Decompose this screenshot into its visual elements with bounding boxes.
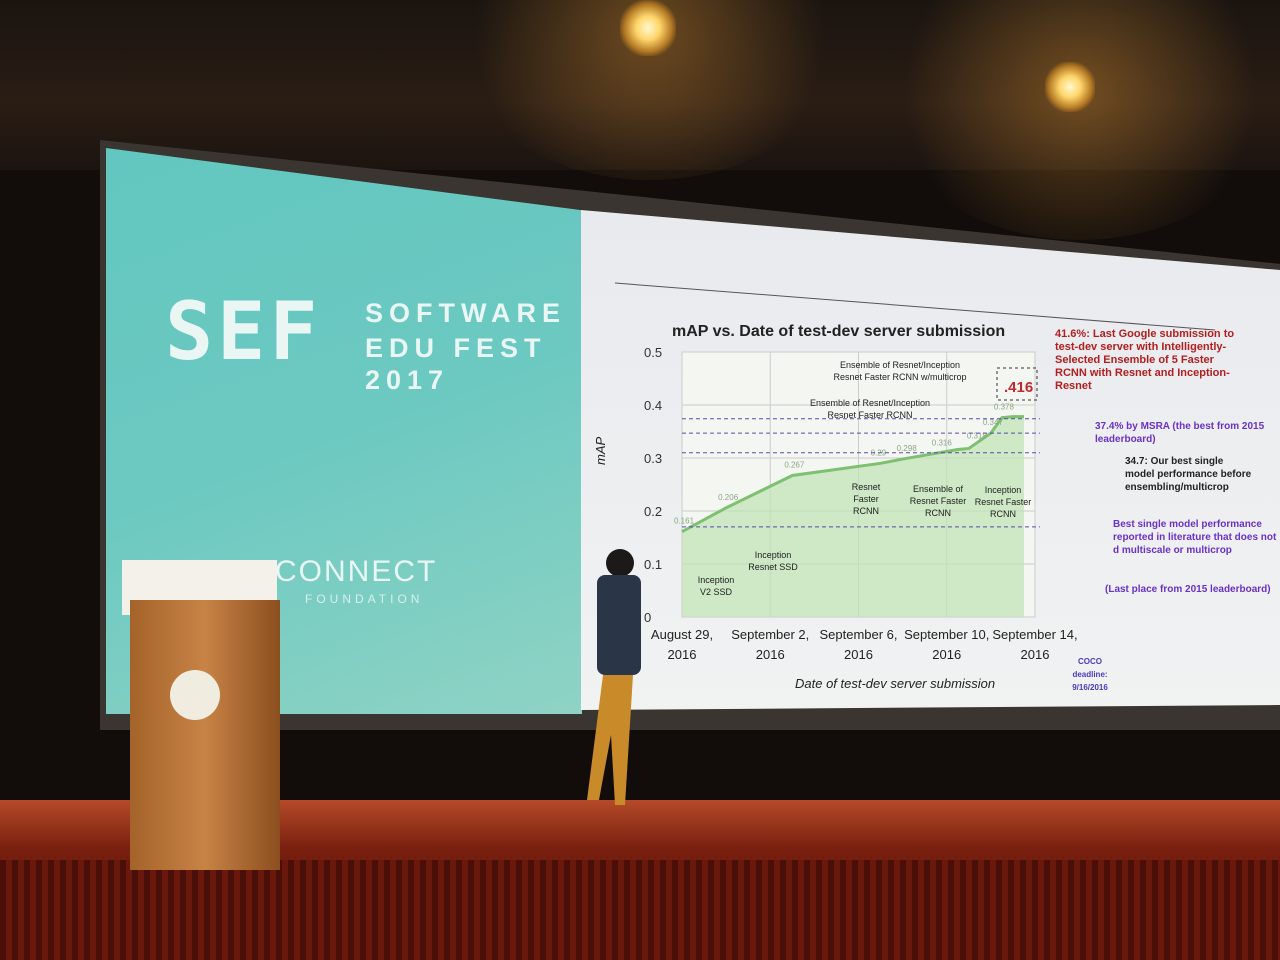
data-label: 0.267 [784, 460, 805, 469]
annotation: Inception Resnet Faster RCNN [975, 485, 1032, 519]
sponsor-logo: CONNECT [275, 555, 438, 588]
annotation-line: Resnet [852, 482, 881, 492]
annotation: Ensemble of Resnet Faster RCNN [910, 484, 967, 518]
stage-skirt [0, 860, 1280, 960]
coco-deadline: COCO deadline: 9/16/2016 [1072, 657, 1108, 692]
y-tick-label: 0.1 [644, 557, 662, 572]
annotation-line: Resnet Faster RCNN [827, 410, 912, 420]
highlight-box [996, 367, 1038, 401]
annotation: Ensemble of Resnet/Inception Resnet Faste… [810, 398, 930, 420]
x-tick-label: September 6, [819, 627, 897, 642]
y-axis-label: mAP [593, 437, 608, 466]
event-name-line: SOFTWARE [365, 298, 566, 328]
annotation: Inception V2 SSD [698, 575, 735, 597]
side-note: Best single model performance reported i… [1113, 519, 1277, 556]
data-label: 0.316 [932, 439, 953, 448]
y-tick-label: 0.5 [644, 345, 662, 360]
side-note: 34.7: Our best single model performance … [1125, 456, 1252, 493]
x-axis-label: Date of test-dev server submission [795, 676, 995, 691]
x-tick-label: 2016 [932, 647, 961, 662]
y-tick-label: 0 [644, 610, 651, 625]
stage-light [1045, 62, 1095, 112]
annotation-line: Resnet Faster [975, 497, 1032, 507]
data-label: 0.161 [674, 517, 695, 526]
x-tick-label: 2016 [756, 647, 785, 662]
annotation-line: Faster [853, 494, 879, 504]
chart-title: mAP vs. Date of test-dev server submissi… [672, 323, 1005, 340]
x-tick-label: September 10, [904, 627, 989, 642]
annotation-line: Ensemble of Resnet/Inception [840, 360, 960, 370]
annotation-line: Ensemble of [913, 484, 964, 494]
y-tick-label: 0.3 [644, 451, 662, 466]
x-tick-label: 2016 [668, 647, 697, 662]
side-note: (Last place from 2015 leaderboard) [1105, 584, 1271, 595]
sef-logo: SEF [165, 285, 322, 378]
speaker [587, 549, 641, 805]
side-note: 37.4% by MSRA (the best from 2015 leader… [1095, 421, 1265, 445]
annotation-line: V2 SSD [700, 587, 733, 597]
highlight-value: .416 [1004, 379, 1033, 396]
x-tick-label: September 2, [731, 627, 809, 642]
annotation-line: RCNN [925, 508, 951, 518]
event-name-line: EDU FEST [365, 333, 547, 363]
podium [130, 600, 280, 870]
data-label: 0.206 [718, 493, 739, 502]
data-label: 0.298 [897, 444, 918, 453]
annotation-line: Inception [755, 550, 792, 560]
light-glow [880, 0, 1280, 240]
x-tick-label: August 29, [651, 627, 713, 642]
annotation-line: Resnet Faster RCNN w/multicrop [833, 372, 966, 382]
x-tick-label: 2016 [1021, 647, 1050, 662]
data-label: 0.318 [967, 431, 988, 440]
annotation-line: Inception [985, 485, 1022, 495]
annotation-line: Ensemble of Resnet/Inception [810, 398, 930, 408]
slide-divider [614, 282, 1216, 331]
annotation: Resnet Faster RCNN [852, 482, 881, 516]
annotation-line: RCNN [990, 509, 1016, 519]
y-tick-label: 0.4 [644, 398, 662, 413]
x-tick-label: September 14, [992, 627, 1077, 642]
sponsor-subtitle: FOUNDATION [305, 592, 424, 606]
area-fill [682, 416, 1024, 617]
annotation: Ensemble of Resnet/Inception Resnet Faste… [833, 360, 966, 382]
annotation-line: Resnet SSD [748, 562, 798, 572]
annotation-line: RCNN [853, 506, 879, 516]
data-label: 0.378 [994, 403, 1015, 412]
side-note: 41.6%: Last Google submission to test-de… [1055, 328, 1235, 392]
annotation-line: Inception [698, 575, 735, 585]
podium-emblem [170, 670, 220, 720]
event-name-line: 2017 [365, 365, 450, 395]
data-label: 0.347 [983, 418, 1004, 427]
y-tick-label: 0.2 [644, 504, 662, 519]
stage-light [620, 0, 676, 56]
annotation-line: Resnet Faster [910, 496, 967, 506]
annotation: Inception Resnet SSD [748, 550, 798, 572]
series-line [681, 415, 1024, 533]
x-tick-label: 2016 [844, 647, 873, 662]
